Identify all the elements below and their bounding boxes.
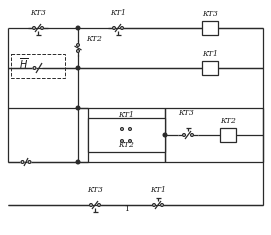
Bar (220, 128, 236, 142)
Text: КТ3: КТ3 (202, 10, 218, 18)
Text: КТ1: КТ1 (110, 9, 126, 17)
Bar (202, 21, 218, 35)
Circle shape (21, 161, 24, 163)
Circle shape (183, 134, 185, 136)
Text: КТ3: КТ3 (30, 9, 46, 17)
Text: 1: 1 (124, 205, 129, 213)
Text: КТ1: КТ1 (150, 186, 166, 194)
Circle shape (161, 204, 163, 206)
Circle shape (121, 27, 123, 29)
Bar (202, 61, 218, 75)
Circle shape (129, 140, 131, 142)
Circle shape (76, 106, 80, 110)
Circle shape (76, 160, 80, 164)
Text: КТ1: КТ1 (118, 111, 134, 119)
Circle shape (77, 50, 79, 52)
Bar (88, 118, 165, 152)
Text: КТ3: КТ3 (87, 186, 103, 194)
Circle shape (121, 128, 123, 130)
Circle shape (163, 133, 167, 137)
Circle shape (41, 27, 43, 29)
Text: КТ3: КТ3 (178, 109, 194, 117)
Circle shape (28, 161, 31, 163)
Circle shape (90, 204, 92, 206)
Circle shape (76, 66, 80, 70)
Text: КТ2: КТ2 (220, 117, 236, 125)
Circle shape (33, 27, 36, 29)
Circle shape (77, 44, 79, 46)
Text: $\overline{H}$: $\overline{H}$ (19, 56, 28, 71)
Circle shape (98, 204, 100, 206)
Circle shape (121, 140, 123, 142)
Circle shape (33, 67, 36, 69)
Circle shape (76, 26, 80, 30)
Text: КТ1: КТ1 (202, 50, 218, 58)
Circle shape (112, 27, 115, 29)
Circle shape (153, 204, 155, 206)
Text: КТ2: КТ2 (118, 141, 134, 149)
Bar (11, 54, 65, 78)
Circle shape (129, 128, 131, 130)
Circle shape (191, 134, 193, 136)
Text: КТ2: КТ2 (86, 35, 102, 43)
